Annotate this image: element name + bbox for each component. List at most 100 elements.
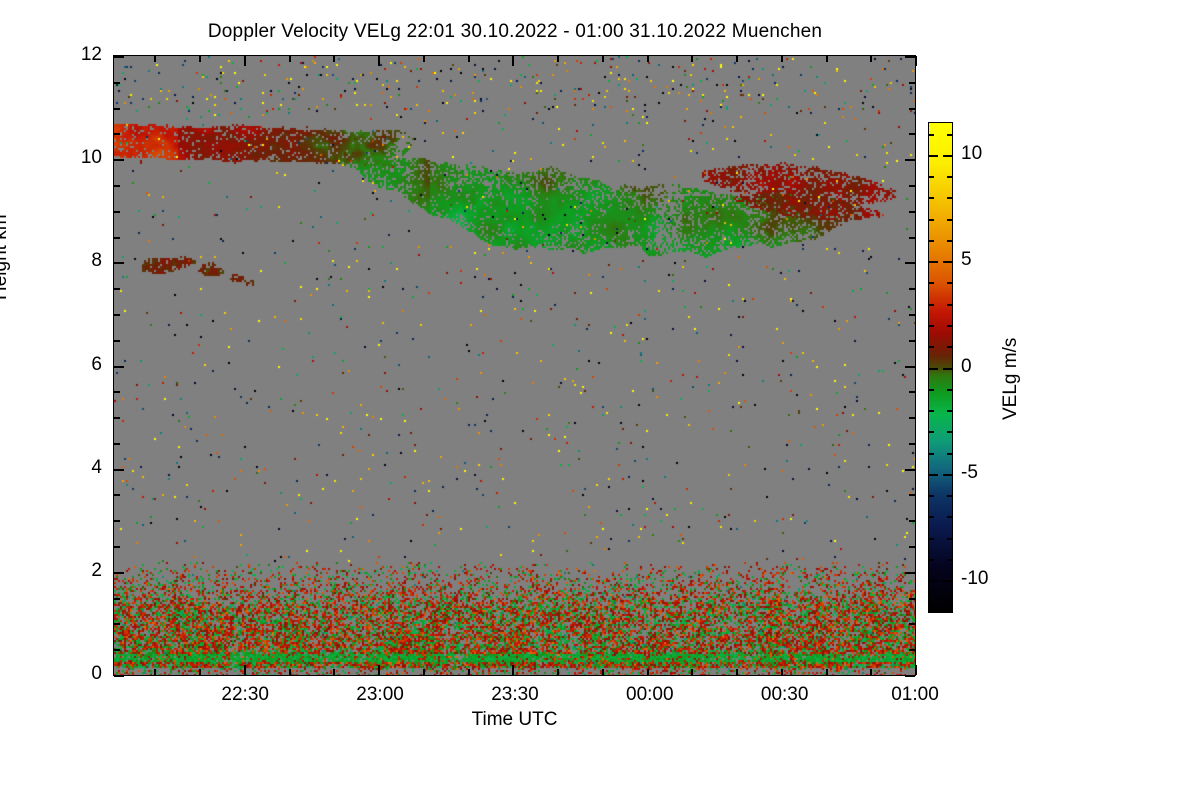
x-tick-bottom	[826, 669, 828, 675]
x-tick-top	[826, 56, 828, 62]
y-tick-left	[114, 108, 120, 110]
y-tick-right	[909, 391, 915, 393]
x-tick-top	[333, 56, 335, 62]
colorbar-tick	[943, 580, 952, 582]
colorbar-tick	[947, 601, 952, 603]
x-tick-top	[468, 56, 470, 62]
y-tick-right	[905, 675, 915, 677]
colorbar-tick	[943, 474, 952, 476]
y-tick-right	[905, 262, 915, 264]
y-tick-left	[114, 598, 120, 600]
y-tick-left	[114, 237, 120, 239]
x-tick-top	[647, 56, 649, 62]
y-tick-left	[114, 443, 120, 445]
y-tick-label: 8	[91, 250, 102, 272]
x-tick-bottom	[557, 669, 559, 675]
x-tick-label: 22:30	[221, 684, 269, 705]
figure-title: Doppler Velocity VELg 22:01 30.10.2022 -…	[207, 21, 823, 42]
y-tick-right	[909, 133, 915, 135]
colorbar-tick	[947, 282, 952, 284]
y-tick-label: 0	[91, 663, 102, 684]
y-tick-left	[114, 494, 120, 496]
colorbar-tick	[929, 325, 934, 327]
colorbar-tick	[929, 474, 938, 476]
colorbar-tick	[929, 282, 934, 284]
x-tick-top	[199, 56, 201, 62]
colorbar-tick	[929, 155, 938, 157]
x-tick-bottom	[781, 669, 783, 675]
y-tick-right	[909, 185, 915, 187]
colorbar-tick	[929, 495, 934, 497]
colorbar-tick	[947, 389, 952, 391]
y-tick-left	[114, 56, 124, 58]
y-tick-right	[909, 623, 915, 625]
colorbar-tick	[929, 516, 934, 518]
y-tick-right	[909, 649, 915, 651]
y-tick-right	[905, 366, 915, 368]
colorbar-tick-label: 5	[961, 249, 972, 271]
colorbar-tick	[929, 580, 938, 582]
time-height-heatmap[interactable]	[113, 55, 916, 676]
y-tick-label: 12	[80, 44, 102, 65]
x-tick-bottom	[647, 669, 649, 675]
colorbar-tick	[947, 516, 952, 518]
y-tick-right	[909, 417, 915, 419]
x-tick-top	[602, 56, 604, 62]
x-tick-bottom	[289, 669, 291, 675]
colorbar-tick-label: 0	[961, 355, 972, 377]
x-tick-bottom	[602, 669, 604, 675]
colorbar-tick	[929, 538, 934, 540]
colorbar-tick	[929, 134, 934, 136]
colorbar-tick	[947, 219, 952, 221]
colorbar-tick	[947, 410, 952, 412]
y-tick-right	[905, 159, 915, 161]
x-tick-top	[736, 56, 738, 62]
colorbar-tick	[929, 219, 934, 221]
y-tick-right	[909, 598, 915, 600]
x-tick-top	[557, 56, 559, 62]
x-tick-top	[154, 56, 156, 62]
x-tick-bottom	[512, 665, 514, 675]
colorbar-title: VELg m/s	[1000, 337, 1021, 420]
x-tick-label: 23:30	[491, 684, 539, 705]
colorbar-tick	[943, 261, 952, 263]
y-tick-left	[114, 288, 120, 290]
x-tick-bottom	[736, 669, 738, 675]
y-tick-label: 2	[91, 559, 102, 581]
y-tick-left	[114, 520, 120, 522]
colorbar-tick	[929, 368, 938, 370]
x-tick-bottom	[691, 669, 693, 675]
y-tick-left	[114, 469, 124, 471]
y-tick-left	[114, 366, 124, 368]
x-tick-top	[423, 56, 425, 62]
y-tick-right	[909, 443, 915, 445]
x-tick-bottom	[378, 665, 380, 675]
colorbar-tick	[929, 261, 938, 263]
y-tick-left	[114, 649, 120, 651]
colorbar-tick	[947, 240, 952, 242]
y-axis-title: Height km	[0, 214, 11, 300]
colorbar-tick	[947, 495, 952, 497]
x-tick-top	[781, 56, 783, 62]
x-tick-bottom	[199, 669, 201, 675]
x-tick-label: 01:00	[891, 684, 939, 705]
y-tick-right	[905, 469, 915, 471]
y-tick-right	[909, 494, 915, 496]
y-tick-left	[114, 417, 120, 419]
x-tick-bottom	[915, 665, 917, 675]
colorbar-tick-label: -10	[961, 568, 989, 590]
x-tick-top	[691, 56, 693, 62]
colorbar-tick	[929, 176, 934, 178]
y-tick-left	[114, 391, 120, 393]
colorbar-tick	[947, 325, 952, 327]
x-tick-bottom	[870, 669, 872, 675]
y-tick-left	[114, 82, 120, 84]
colorbar-tick	[947, 176, 952, 178]
y-tick-left	[114, 211, 120, 213]
y-tick-right	[905, 56, 915, 58]
colorbar[interactable]	[928, 122, 953, 613]
colorbar-tick	[929, 453, 934, 455]
y-tick-left	[114, 185, 120, 187]
colorbar-tick	[929, 240, 934, 242]
